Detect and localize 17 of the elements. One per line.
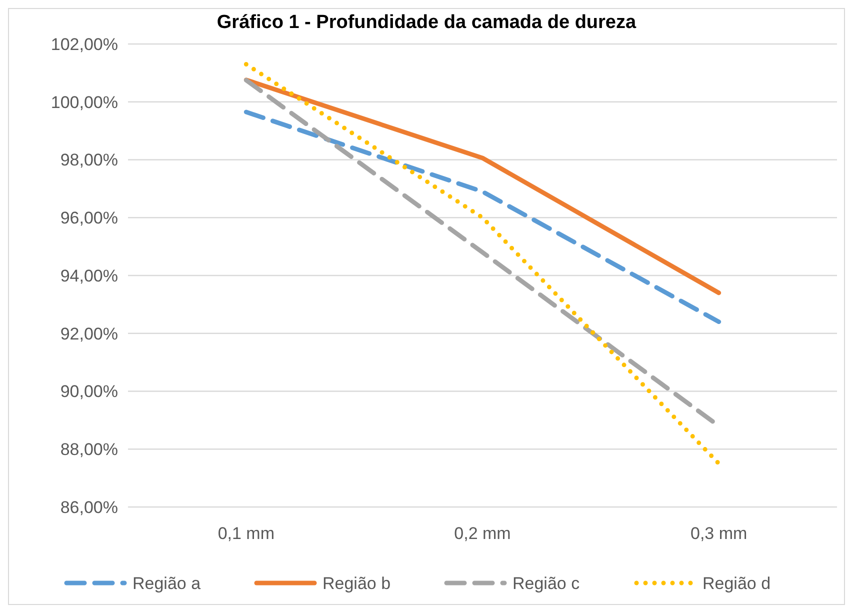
y-tick-label: 98,00% [60, 150, 118, 170]
y-tick-label: 94,00% [60, 266, 118, 286]
y-tick-label: 100,00% [50, 92, 118, 112]
x-tick-label: 0,1 mm [218, 524, 275, 543]
chart-title: Gráfico 1 - Profundidade da camada de dureza [216, 12, 637, 33]
legend-label: Região d [702, 574, 771, 593]
y-tick-label: 102,00% [50, 34, 118, 54]
y-tick-label: 96,00% [60, 208, 118, 228]
legend-label: Região a [132, 574, 202, 593]
y-tick-label: 90,00% [60, 382, 118, 402]
x-tick-label: 0,3 mm [690, 524, 748, 543]
y-tick-label: 88,00% [60, 440, 118, 460]
legend-label: Região b [322, 574, 391, 593]
x-tick-label: 0,2 mm [454, 524, 511, 543]
y-tick-label: 92,00% [60, 324, 118, 344]
legend-label: Região c [512, 574, 580, 593]
y-tick-label: 86,00% [60, 498, 118, 517]
